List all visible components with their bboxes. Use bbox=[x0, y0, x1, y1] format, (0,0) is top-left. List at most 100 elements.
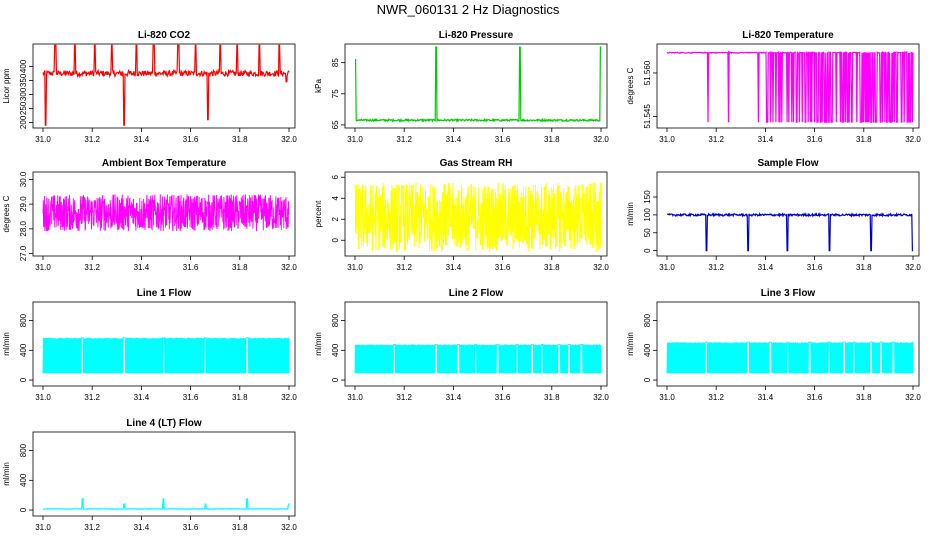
plot-frame bbox=[32, 301, 296, 387]
y-tick-label: 4 bbox=[331, 195, 340, 200]
x-tick-label: 32.0 bbox=[593, 263, 609, 272]
x-tick-label: 31.0 bbox=[35, 263, 51, 272]
y-tick-label: 75 bbox=[331, 89, 340, 98]
y-tick-label: 400 bbox=[331, 343, 340, 357]
plot-frame bbox=[344, 43, 608, 129]
y-axis-label: ml/min bbox=[2, 332, 11, 356]
y-tick-label: 51.545 bbox=[643, 104, 652, 129]
x-tick-label: 32.0 bbox=[281, 393, 297, 402]
x-tick-label: 32.0 bbox=[281, 523, 297, 532]
y-tick-label: 6 bbox=[331, 174, 340, 179]
series-line bbox=[666, 211, 913, 252]
y-axis-label: ml/min bbox=[626, 202, 635, 226]
series-line bbox=[42, 44, 290, 126]
panel-title: Sample Flow bbox=[757, 158, 818, 169]
series-line bbox=[355, 46, 601, 123]
x-tick-label: 31.6 bbox=[495, 263, 511, 272]
x-tick-label: 31.6 bbox=[807, 135, 823, 144]
series-line bbox=[42, 498, 289, 510]
series-line bbox=[42, 337, 290, 374]
y-tick-label: 0 bbox=[19, 507, 28, 512]
panel-ambient: Ambient Box Temperature degrees C 31.0 31.2… bbox=[2, 158, 297, 272]
y-tick-label: 27.0 bbox=[19, 245, 28, 261]
x-tick-label: 31.2 bbox=[396, 135, 412, 144]
panel-title: Li-820 Temperature bbox=[742, 30, 834, 41]
panel-sample: Sample Flow ml/min 31.0 31.2 31.4 31.6 31.8 32.… bbox=[626, 158, 921, 272]
panel-title: Line 3 Flow bbox=[761, 288, 816, 299]
x-tick-label: 31.4 bbox=[134, 135, 150, 144]
y-axis-label: kPa bbox=[314, 79, 323, 93]
x-tick-label: 31.2 bbox=[396, 393, 412, 402]
plot-frame bbox=[32, 171, 296, 257]
y-axis-label: ml/min bbox=[626, 332, 635, 356]
x-tick-label: 31.0 bbox=[659, 393, 675, 402]
x-tick-label: 31.4 bbox=[446, 263, 462, 272]
x-tick-label: 31.6 bbox=[495, 393, 511, 402]
x-tick-label: 31.4 bbox=[134, 393, 150, 402]
x-tick-label: 31.0 bbox=[659, 135, 675, 144]
x-tick-label: 31.4 bbox=[134, 523, 150, 532]
x-tick-label: 31.0 bbox=[659, 263, 675, 272]
y-tick-label: 300 bbox=[19, 87, 28, 101]
y-axis-label: degrees C bbox=[2, 195, 11, 232]
x-tick-label: 32.0 bbox=[281, 135, 297, 144]
series-line bbox=[354, 343, 602, 374]
x-tick-label: 31.0 bbox=[35, 523, 51, 532]
panel-rh: Gas Stream RH percent 31.0 31.2 31.4 31.6 31.8… bbox=[314, 158, 609, 272]
x-tick-label: 31.4 bbox=[446, 135, 462, 144]
x-tick-label: 32.0 bbox=[593, 135, 609, 144]
panel-line2: Line 2 Flow ml/min 31.0 31.2 31.4 31.6 31.8 32.… bbox=[314, 288, 609, 402]
y-tick-label: 28.0 bbox=[19, 220, 28, 236]
plot-frame bbox=[656, 301, 920, 387]
x-tick-label: 31.2 bbox=[84, 263, 100, 272]
panel-title: Gas Stream RH bbox=[440, 158, 513, 169]
y-tick-label: 100 bbox=[643, 208, 652, 222]
x-tick-label: 31.8 bbox=[232, 135, 248, 144]
y-tick-label: 800 bbox=[643, 313, 652, 327]
x-tick-label: 31.6 bbox=[183, 263, 199, 272]
panel-line4: Line 4 (LT) Flow ml/min 31.0 31.2 31.4 31.6 31… bbox=[2, 418, 297, 532]
y-tick-label: 85 bbox=[331, 58, 340, 67]
plot-frame bbox=[344, 301, 608, 387]
y-tick-label: 800 bbox=[331, 313, 340, 327]
y-axis-label: ml/min bbox=[314, 332, 323, 356]
y-tick-label: 65 bbox=[331, 120, 340, 129]
x-tick-label: 31.8 bbox=[544, 393, 560, 402]
x-tick-label: 31.8 bbox=[544, 135, 560, 144]
y-tick-label: 2 bbox=[331, 216, 340, 221]
x-tick-label: 32.0 bbox=[905, 393, 921, 402]
x-tick-label: 31.4 bbox=[758, 393, 774, 402]
y-tick-label: 51.560 bbox=[643, 60, 652, 85]
y-tick-label: 400 bbox=[19, 473, 28, 487]
x-tick-label: 31.6 bbox=[807, 393, 823, 402]
y-tick-label: 400 bbox=[19, 343, 28, 357]
x-tick-label: 31.4 bbox=[134, 263, 150, 272]
plot-frame bbox=[344, 171, 608, 257]
series-line bbox=[666, 341, 914, 374]
x-tick-label: 31.6 bbox=[183, 393, 199, 402]
x-tick-label: 31.2 bbox=[708, 393, 724, 402]
plot-frame bbox=[32, 431, 296, 517]
y-axis-label: Licor ppm bbox=[2, 68, 11, 103]
series-line bbox=[354, 182, 602, 252]
series-line bbox=[42, 194, 290, 232]
y-tick-label: 250 bbox=[19, 101, 28, 115]
x-tick-label: 32.0 bbox=[905, 263, 921, 272]
x-tick-label: 31.6 bbox=[807, 263, 823, 272]
plot-frame bbox=[656, 43, 920, 129]
x-tick-label: 31.2 bbox=[708, 135, 724, 144]
x-tick-label: 31.4 bbox=[758, 263, 774, 272]
panel-title: Li-820 CO2 bbox=[138, 30, 191, 41]
plot-frame bbox=[32, 43, 296, 129]
y-tick-label: 0 bbox=[331, 377, 340, 382]
y-tick-label: 150 bbox=[643, 190, 652, 204]
x-tick-label: 31.4 bbox=[446, 393, 462, 402]
y-tick-label: 0 bbox=[643, 248, 652, 253]
x-tick-label: 31.0 bbox=[347, 135, 363, 144]
x-tick-label: 31.2 bbox=[396, 263, 412, 272]
y-tick-label: 350 bbox=[19, 73, 28, 87]
x-tick-label: 31.6 bbox=[183, 135, 199, 144]
x-tick-label: 31.8 bbox=[232, 393, 248, 402]
panel-title: Line 1 Flow bbox=[137, 288, 192, 299]
